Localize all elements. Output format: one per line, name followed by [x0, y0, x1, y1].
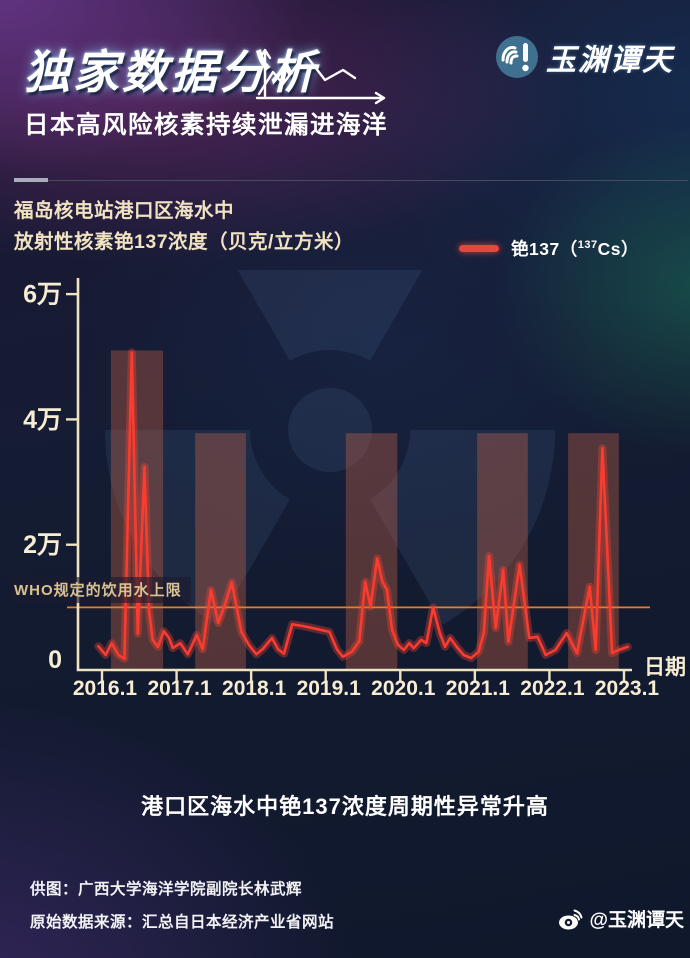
axes	[76, 278, 632, 672]
x-tick-label: 2018.1	[222, 677, 287, 700]
divider-accent	[14, 178, 48, 182]
cs137-line	[97, 351, 630, 661]
cs137-line-chart: 6万 4万 2万 0 2016.1 2017.1 2018.1 2019.1 2020.1 202…	[23, 270, 686, 700]
x-tick-label: 2021.1	[446, 677, 511, 700]
brand-name: 玉渊谭天	[546, 44, 674, 77]
x-tick-label: 2023.1	[595, 677, 660, 700]
x-tick-label: 2019.1	[297, 677, 362, 700]
legend: 铯137（137Cs）	[459, 236, 639, 261]
y-tick-label: 6万	[23, 281, 62, 309]
chart-caption: 港口区海水中铯137浓度周期性异常升高	[141, 794, 549, 819]
legend-line-swatch	[459, 245, 499, 252]
divider	[14, 178, 688, 182]
x-tick-label: 2016.1	[73, 677, 138, 700]
highlight-band	[477, 433, 528, 670]
x-tick-label: 2017.1	[147, 677, 212, 700]
chart-description-line1: 福岛核电站港口区海水中	[14, 200, 235, 222]
who-limit-label: WHO规定的饮用水上限	[10, 577, 191, 603]
legend-label: 铯137（137Cs）	[511, 239, 639, 259]
chart-description-line2: 放射性核素铯137浓度（贝克/立方米）	[14, 231, 354, 253]
radiation-watermark-icon	[104, 270, 556, 625]
chart-description: 福岛核电站港口区海水中 放射性核素铯137浓度（贝克/立方米）	[14, 196, 354, 258]
credit-source-figure: 供图：广西大学海洋学院副院长林武辉	[30, 881, 303, 898]
credits: 供图：广西大学海洋学院副院长林武辉 原始数据来源：汇总自日本经济产业省网站	[30, 874, 334, 939]
y-tick-label: 0	[48, 646, 62, 674]
weibo-watermark: @玉渊谭天	[558, 905, 684, 932]
x-axis-title: 日期	[644, 656, 686, 679]
page-subtitle: 日本高风险核素持续泄漏进海洋	[24, 112, 388, 139]
highlight-band	[345, 433, 398, 670]
highlight-band	[195, 433, 246, 670]
x-tick-label: 2022.1	[520, 677, 585, 700]
page-title: 独家数据分析	[24, 46, 318, 98]
x-tick-label: 2020.1	[371, 677, 436, 700]
y-tick-label: 4万	[23, 406, 62, 434]
weibo-handle: @玉渊谭天	[589, 910, 684, 931]
brand-logo-icon	[496, 36, 538, 78]
y-tick-label: 2万	[23, 531, 62, 559]
credit-source-data: 原始数据来源：汇总自日本经济产业省网站	[30, 913, 335, 931]
brand-logo: 玉渊谭天	[494, 34, 674, 80]
trend-line-icon	[255, 48, 386, 105]
weibo-icon	[559, 909, 583, 929]
